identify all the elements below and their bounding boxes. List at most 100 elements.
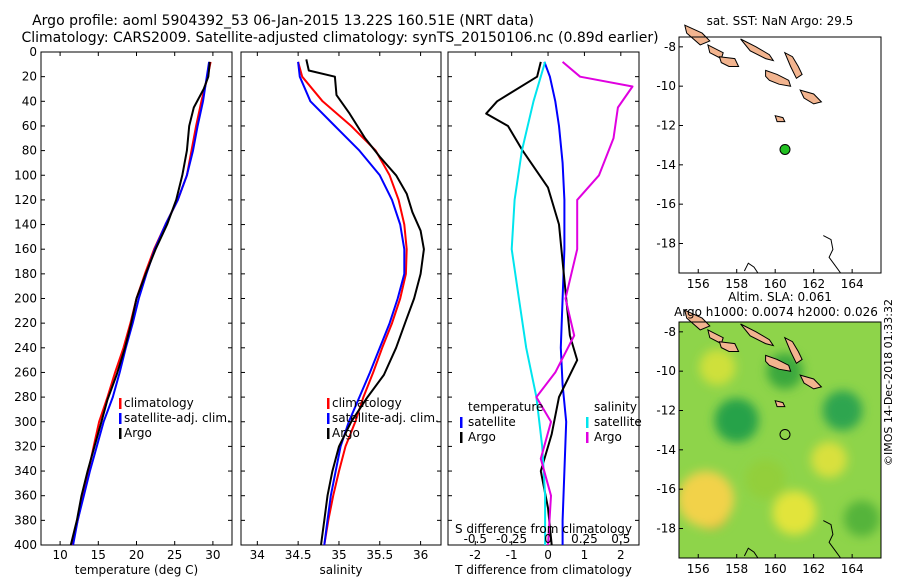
map-frame (678, 36, 882, 274)
island-shape (783, 336, 803, 365)
imos-watermark: ©IMOS 14-Dec-2018 01:33:32 (882, 299, 895, 466)
title-line-2: Climatology: CARS2009. Satellite-adjuste… (21, 30, 658, 46)
x-tick-label: 1 (581, 548, 589, 562)
legend-swatch (327, 413, 330, 424)
coastline (743, 547, 759, 559)
y-tick-label: 180 (14, 267, 37, 281)
legend-swatch (327, 428, 330, 439)
series-line-satellite-adj-clim- (72, 61, 211, 546)
y-tick-label: 20 (22, 70, 37, 84)
secondary-x-tick-label: 0.25 (571, 532, 598, 546)
plot-frame (240, 51, 442, 546)
legend-swatch (119, 428, 122, 439)
x-tick-label: -2 (469, 548, 481, 562)
coastline (823, 235, 842, 274)
y-tick-label: 160 (14, 242, 37, 256)
legend-label: climatology (124, 396, 194, 410)
x-tick-label: 164 (841, 562, 864, 576)
island-shape (740, 38, 775, 62)
y-tick-label: 40 (22, 94, 37, 108)
legend-swatch (460, 432, 463, 443)
series-line-satellite-adj-clim- (297, 61, 406, 546)
legend-label: climatology (332, 396, 402, 410)
x-tick-label: 156 (687, 277, 710, 291)
y-tick-label: -12 (656, 404, 676, 418)
legend-label: satellite (594, 415, 642, 429)
title-line-1: Argo profile: aoml 5904392_53 06-Jan-201… (32, 13, 534, 29)
legend-label: Argo (594, 430, 622, 444)
x-tick-label: 30 (205, 548, 220, 562)
sla-anomaly-blob (843, 500, 880, 537)
x-tick-label: 2 (617, 548, 625, 562)
island-shape (774, 114, 786, 123)
y-tick-label: 300 (14, 415, 37, 429)
island-shape (774, 399, 786, 408)
sla-anomaly-blob (714, 398, 759, 443)
x-tick-label: 160 (764, 277, 787, 291)
secondary-x-tick-label: 0.5 (611, 532, 630, 546)
x-tick-label: 35.5 (366, 548, 393, 562)
x-axis-label: T difference from climatology (454, 563, 632, 577)
x-tick-label: 34.5 (285, 548, 312, 562)
legend-swatch (119, 398, 122, 409)
salinity-panel: 34 34.5 35 35.5 36 salinity climatologysatelli… (240, 51, 442, 577)
sla-anomaly-blob (772, 490, 817, 535)
x-tick-label: 20 (129, 548, 144, 562)
difference-panel: -2 -1 0 1 2T difference from climatology temp… (447, 51, 642, 577)
x-tick-label: 36 (413, 548, 428, 562)
legend-header-salinity: salinity (594, 400, 637, 414)
island-shape (799, 89, 823, 105)
coastline (743, 262, 759, 274)
y-tick-label: -14 (656, 158, 676, 172)
y-tick-label: 260 (14, 365, 37, 379)
y-tick-label: 0 (29, 45, 37, 59)
x-tick-label: 15 (91, 548, 106, 562)
secondary-x-tick-label: 0 (544, 532, 552, 546)
y-tick-label: 360 (14, 489, 37, 503)
map-title: sat. SST: NaN Argo: 29.5 (707, 14, 854, 28)
x-axis-label: salinity (319, 563, 362, 577)
x-tick-label: 0 (544, 548, 552, 562)
y-tick-label: 120 (14, 193, 37, 207)
secondary-x-tick-label: -0.5 (464, 532, 487, 546)
island-shape (740, 323, 775, 347)
sla-map-panel: 156 158 160 162 164 -8 -10 -12 -14 -16 -18 Altim. S… (656, 290, 882, 576)
legend-swatch (119, 413, 122, 424)
y-tick-label: 100 (14, 168, 37, 182)
y-tick-label: -10 (656, 364, 676, 378)
island-shape (799, 374, 823, 390)
temperature-panel: 0 20 40 60 80 100 120 140 160 180 200 220 240 260 280 3… (14, 45, 233, 577)
y-tick-label: 400 (14, 538, 37, 552)
legend-label: satellite-adj. clim. (332, 411, 439, 425)
map-subtitle: Argo h1000: 0.0074 h2000: 0.026 (674, 305, 878, 319)
y-tick-label: 240 (14, 341, 37, 355)
y-tick-label: 200 (14, 292, 37, 306)
map-title: Altim. SLA: 0.061 (728, 290, 832, 304)
y-tick-label: -14 (656, 443, 676, 457)
legend-label: Argo (124, 426, 152, 440)
x-tick-label: 35 (331, 548, 346, 562)
legend-header-temperature: temperature (468, 400, 543, 414)
island-shape (718, 56, 740, 67)
y-tick-label: 280 (14, 390, 37, 404)
legend-label: satellite-adj. clim. (124, 411, 231, 425)
y-tick-label: -16 (656, 482, 676, 496)
series-line-temperature-argo (485, 61, 579, 546)
y-tick-label: 340 (14, 464, 37, 478)
y-tick-label: 140 (14, 218, 37, 232)
argo-position-marker (779, 428, 791, 440)
sla-anomaly-blob (811, 441, 848, 478)
sla-anomaly-blob (699, 349, 736, 386)
y-tick-label: -12 (656, 119, 676, 133)
island-shape (765, 69, 792, 87)
series-line-climatology (297, 61, 408, 546)
series-line-climatology (70, 61, 212, 546)
island-shape (684, 24, 711, 46)
series-line-argo (305, 59, 425, 546)
legend-label: Argo (468, 430, 496, 444)
y-tick-label: 220 (14, 316, 37, 330)
map-frame (678, 321, 882, 559)
y-tick-label: 380 (14, 513, 37, 527)
y-tick-label: -16 (656, 197, 676, 211)
island-shape (718, 341, 740, 352)
